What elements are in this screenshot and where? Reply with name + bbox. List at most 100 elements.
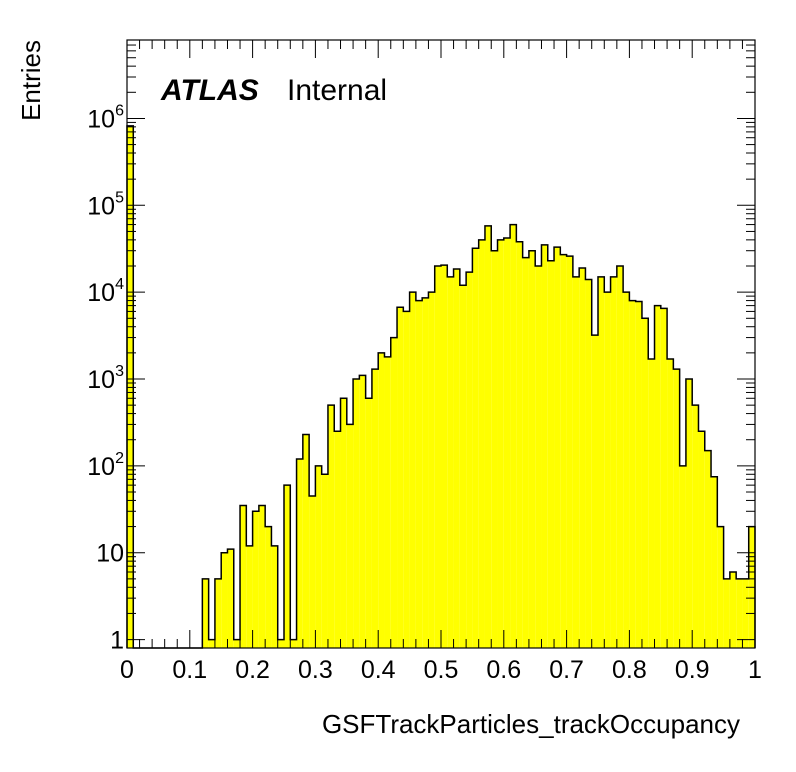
histogram-bin (441, 265, 448, 648)
histogram-bin (723, 578, 730, 648)
histogram-bin (290, 639, 297, 648)
x-tick-label: 0.8 (612, 656, 647, 684)
x-axis-title: GSFTrackParticles_trackOccupancy (322, 709, 740, 739)
histogram-bin (327, 405, 335, 648)
histogram-bin (384, 356, 391, 648)
histogram-bin (478, 239, 485, 648)
y-tick-label: 1 (110, 627, 124, 655)
y-tick-label: 105 (87, 189, 124, 220)
histogram-bin (240, 505, 247, 648)
histogram-bin (635, 301, 642, 648)
histogram-bin (233, 639, 241, 648)
histogram-bin (560, 254, 567, 648)
histogram-bin (447, 276, 454, 648)
histogram-bin (415, 300, 423, 648)
x-tick-label: 0.6 (486, 656, 521, 684)
histogram-bin (397, 307, 404, 648)
histogram-bin (541, 244, 548, 649)
histogram-bin (516, 241, 523, 648)
histogram-bin (729, 571, 737, 648)
histogram-bin (660, 308, 668, 648)
y-tick-label: 10 (96, 540, 124, 568)
x-tick-label: 0.7 (549, 656, 584, 684)
histogram-bin (340, 398, 347, 648)
histogram-bin (554, 247, 561, 648)
histogram-bin (252, 511, 259, 648)
histogram-bin (616, 266, 624, 648)
histogram-bin (208, 639, 215, 648)
histogram-bin (717, 526, 724, 648)
x-tick-label: 0.2 (235, 656, 270, 684)
y-tick-label: 103 (87, 363, 124, 394)
x-tick-label: 0.5 (424, 656, 459, 684)
histogram-bin (610, 276, 617, 648)
histogram-bin (510, 224, 517, 648)
histogram-bin (598, 276, 605, 648)
histogram-bin (679, 465, 686, 648)
histogram-bin (641, 318, 649, 648)
histogram-bin (484, 225, 492, 649)
histogram-bin (736, 578, 743, 648)
histogram-bin (547, 260, 555, 648)
histogram-bin (654, 305, 661, 648)
histogram-bin (302, 434, 310, 648)
histogram-bin (566, 256, 573, 648)
histogram-bin (422, 297, 429, 648)
histogram-bin (585, 279, 592, 648)
histogram-bin (371, 369, 379, 648)
x-tick-label: 0.4 (361, 656, 396, 684)
histogram-bin (704, 450, 712, 648)
x-tick-label: 0.9 (675, 656, 710, 684)
histogram-bin (497, 239, 504, 648)
y-tick-label: 104 (87, 276, 124, 307)
x-tick-label: 0.3 (298, 656, 333, 684)
histogram-bin (390, 337, 398, 648)
histogram-bin (284, 485, 291, 648)
histogram-bin (572, 276, 580, 648)
histogram-bin (604, 292, 611, 648)
histogram-bin (334, 431, 341, 648)
x-tick-label: 1 (748, 656, 762, 684)
y-axis-title: Entries (16, 40, 46, 121)
histogram-bin (315, 465, 322, 648)
histogram-bin (503, 238, 511, 648)
histogram-bin (434, 266, 441, 648)
histogram-bin (277, 639, 284, 648)
histogram-bin (472, 248, 479, 649)
atlas-label: ATLAS (160, 74, 259, 107)
histogram-bin (214, 578, 222, 648)
histogram-bin (466, 272, 473, 648)
histogram-bin (321, 474, 328, 648)
x-tick-label: 0.1 (172, 656, 207, 684)
internal-label: Internal (287, 74, 387, 107)
histogram-bin (428, 292, 435, 648)
histogram-bin (309, 495, 316, 648)
histogram-bin (202, 578, 209, 648)
histogram-bin (403, 311, 410, 648)
histogram-bin (227, 549, 234, 648)
histogram-bin (221, 552, 228, 648)
histogram-bin (346, 424, 354, 648)
histogram-bin (378, 352, 385, 648)
y-tick-labels: 1 10 102 103 104 105 106 (87, 102, 124, 654)
histogram-bin (359, 375, 366, 648)
histogram-bin (742, 578, 749, 648)
histogram-bin (271, 545, 278, 648)
axis-ticks (126, 39, 756, 648)
histogram-bin (522, 257, 529, 648)
histogram-bin (246, 545, 253, 648)
histogram-bin (579, 267, 586, 648)
histogram-bin (623, 292, 630, 648)
histogram-outline (126, 125, 756, 649)
histogram-bins (127, 125, 755, 649)
histogram-bin (409, 292, 416, 648)
x-tick-label: 0 (120, 656, 134, 684)
histogram-bin (711, 476, 718, 648)
histogram-bin (491, 250, 498, 648)
histogram-bin (296, 458, 303, 648)
histogram-bin (535, 266, 542, 648)
histogram-bin (459, 285, 467, 648)
histogram-bin (685, 379, 693, 648)
histogram-bin (692, 405, 699, 648)
